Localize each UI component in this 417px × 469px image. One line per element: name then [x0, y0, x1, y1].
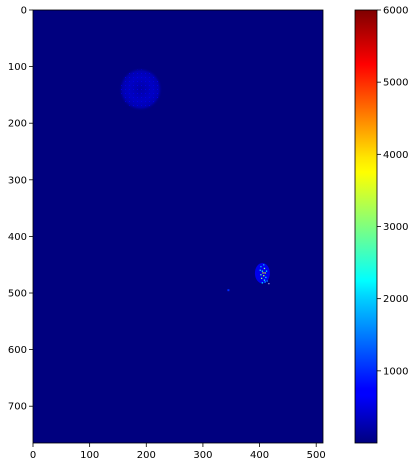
colorbar-tick-label: 2000: [383, 294, 408, 305]
spot-pixel: [268, 283, 270, 285]
spot-pixel: [263, 264, 265, 266]
x-tick-label: 400: [250, 450, 269, 461]
y-tick-label: 400: [8, 232, 27, 243]
colorbar: 1000 2000 3000 4000 5000 6000: [354, 6, 408, 444]
spot-pixel: [265, 276, 267, 279]
colorbar-tick-label: 5000: [383, 78, 408, 89]
spot-pixel: [261, 270, 263, 272]
spot-pixel: [260, 277, 263, 279]
heatmap-feature-faint-ring: [119, 67, 163, 111]
spot-pixel: [263, 267, 266, 270]
spot-pixel: [259, 269, 261, 271]
y-tick-label: 500: [8, 289, 27, 300]
spot-pixel: [263, 279, 266, 281]
y-tick-label: 300: [8, 175, 27, 186]
colorbar-gradient: [355, 10, 377, 443]
heatmap-background: [33, 10, 323, 443]
spot-pixel: [262, 272, 264, 274]
dot-pixel: [227, 289, 230, 292]
x-tick-label: 300: [193, 450, 212, 461]
heatmap-plot: 0 100 200 300 400 500 0 100 200 300 400 500 600 700: [8, 6, 326, 462]
spot-pixel: [264, 281, 266, 283]
x-tick-label: 500: [307, 450, 326, 461]
x-tick-label: 100: [80, 450, 99, 461]
ring-texture: [120, 69, 161, 110]
colorbar-tick-label: 4000: [383, 150, 408, 161]
spot-pixel: [264, 272, 266, 274]
x-tick-label: 200: [137, 450, 156, 461]
y-tick-label: 100: [8, 62, 27, 73]
colorbar-tick-label: 6000: [383, 6, 408, 17]
spot-pixel: [265, 270, 268, 272]
colorbar-tick-label: 3000: [383, 222, 408, 233]
spot-pixel: [261, 282, 263, 284]
plot-frame: [32, 9, 324, 444]
spot-pixel: [263, 274, 265, 277]
spot-pixel: [260, 274, 262, 276]
heatmap-features: [119, 67, 270, 292]
y-tick-label: 700: [8, 402, 27, 413]
colorbar-tick-label: 1000: [383, 366, 408, 377]
heatmap-feature-bright-spot: [254, 263, 270, 285]
colorbar-ticks: 1000 2000 3000 4000 5000 6000: [377, 6, 408, 377]
heatmap-feature-small-dot: [227, 289, 230, 292]
y-tick-label: 600: [8, 345, 27, 356]
spot-pixel: [260, 265, 262, 268]
x-axis: 0 100 200 300 400 500: [30, 443, 326, 461]
y-tick-label: 0: [21, 6, 27, 17]
y-axis: 0 100 200 300 400 500 600 700: [8, 6, 33, 413]
x-tick-label: 0: [30, 450, 36, 461]
y-tick-label: 200: [8, 119, 27, 130]
spot-pixel: [266, 280, 268, 282]
